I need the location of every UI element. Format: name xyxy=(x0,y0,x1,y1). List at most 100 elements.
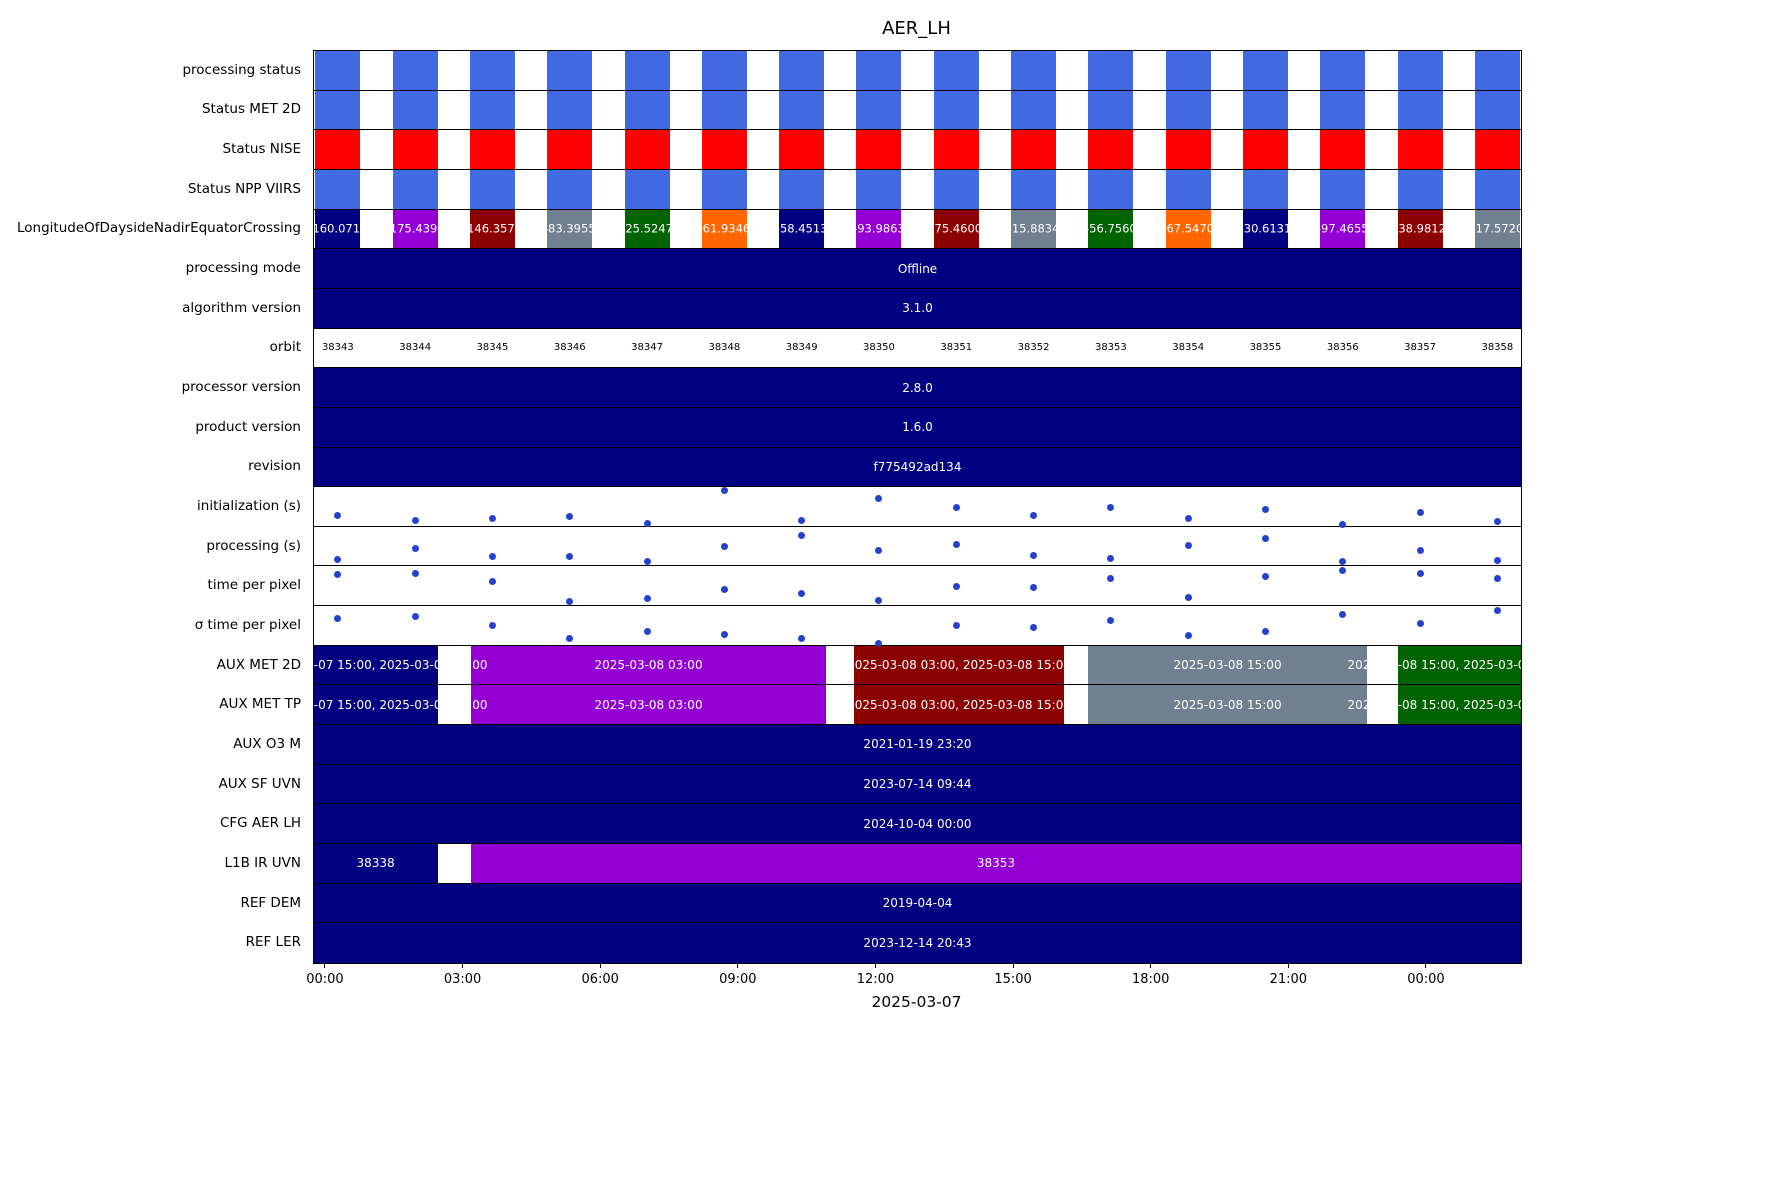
tick-label: 00:00 xyxy=(1407,972,1445,987)
scatter-dot xyxy=(1030,551,1038,559)
status-block xyxy=(933,130,979,169)
scatter-dot xyxy=(1184,593,1192,601)
scatter-dot xyxy=(643,627,651,635)
tick-mark xyxy=(462,963,464,968)
tick-mark xyxy=(599,963,601,968)
status-block xyxy=(1397,169,1443,209)
scatter-dot xyxy=(1107,504,1115,512)
plot-row: 2.8.0 xyxy=(314,368,1521,408)
x-axis-label: 2025-03-07 xyxy=(871,993,962,1011)
row-label-aux-sf-uvn: AUX SF UVN xyxy=(218,775,302,792)
row-label-ref-ler: REF LER xyxy=(245,934,301,951)
value-bar xyxy=(314,725,1521,764)
status-block xyxy=(1320,169,1366,209)
longitude-value: -56.7560 xyxy=(1085,221,1137,236)
scatter-dot xyxy=(1493,607,1501,615)
segment-text: 2025-03-08 15:00 xyxy=(1173,697,1282,712)
status-block xyxy=(1242,90,1288,130)
status-block xyxy=(1320,130,1366,169)
row-label-aux-o3-m: AUX O3 M xyxy=(233,735,301,752)
value-bar xyxy=(314,249,1521,288)
tick-mark xyxy=(1287,963,1289,968)
longitude-block xyxy=(701,209,747,249)
status-block xyxy=(469,51,515,90)
tick-label: 00:00 xyxy=(306,972,344,987)
row-label-processing-s-: processing (s) xyxy=(206,537,301,554)
scatter-dot xyxy=(798,589,806,597)
status-block xyxy=(1474,51,1520,90)
scatter-dot xyxy=(411,612,419,620)
segment-text: 2025-03-08 03:00, 2025-03-08 15:00 xyxy=(847,697,1071,712)
tick-label: 09:00 xyxy=(719,972,757,987)
status-block xyxy=(1165,51,1211,90)
longitude-block xyxy=(1320,209,1366,249)
row-label-processing-mode: processing mode xyxy=(185,260,301,277)
status-block xyxy=(1474,169,1520,209)
scatter-dot xyxy=(1184,632,1192,640)
scatter-dot xyxy=(566,513,574,521)
status-block xyxy=(469,90,515,130)
bar-text: 2024-10-04 00:00 xyxy=(863,816,972,831)
scatter-dot xyxy=(643,520,651,528)
plot-row: 2023-12-14 20:43 xyxy=(314,923,1521,963)
segment-bar xyxy=(471,685,826,725)
scatter-dot xyxy=(1493,518,1501,526)
tick-label: 15:00 xyxy=(994,972,1032,987)
tick-mark xyxy=(737,963,739,968)
orbit-number: 38355 xyxy=(1249,341,1282,353)
segment-bar xyxy=(1398,645,1521,685)
status-block xyxy=(547,130,593,169)
orbit-number: 38346 xyxy=(553,341,586,353)
status-block xyxy=(1088,90,1134,130)
scatter-dot xyxy=(334,512,342,520)
status-block xyxy=(624,90,670,130)
orbit-number: 38357 xyxy=(1404,341,1436,353)
plot-row: 38343 38344 38345 38346 38347 38348 38349 38350… xyxy=(314,329,1521,369)
bar-text: 1.6.0 xyxy=(902,420,933,435)
tick-label: 18:00 xyxy=(1131,972,1170,987)
scatter-dot xyxy=(875,547,883,555)
row-label-cfg-aer-lh: CFG AER LH xyxy=(219,815,301,832)
status-block xyxy=(856,90,902,130)
tick-label: 06:00 xyxy=(581,972,619,987)
status-block xyxy=(856,169,902,209)
longitude-block xyxy=(1165,209,1211,249)
plot-row xyxy=(314,486,1521,529)
longitude-block xyxy=(315,209,361,249)
longitude-block xyxy=(779,209,825,249)
longitude-block xyxy=(1011,209,1057,249)
status-block xyxy=(392,90,438,130)
row-label-initialization-s-: initialization (s) xyxy=(197,497,301,514)
scatter-dot xyxy=(1339,521,1347,529)
scatter-dot xyxy=(1030,583,1038,591)
plot-row: -160.0714 -175.4391 -146.3572 -83.3955 -25.5… xyxy=(314,209,1521,250)
status-block xyxy=(1088,169,1134,209)
orbit-number: 38349 xyxy=(785,341,818,353)
scatter-dot xyxy=(488,553,496,561)
plot-row: 2019-04-04 xyxy=(314,883,1521,924)
scatter-dot xyxy=(488,514,496,522)
scatter-dot xyxy=(720,486,728,494)
plot-row xyxy=(314,130,1521,170)
row-label-processor-version: processor version xyxy=(181,379,301,396)
tick-mark xyxy=(1012,963,1014,968)
scatter-dot xyxy=(1184,515,1192,523)
row-labels: processing status Status MET 2D Status NIS… xyxy=(0,50,307,962)
scatter-dot xyxy=(1339,610,1347,618)
scatter-dot xyxy=(1261,535,1269,543)
scatter-dot xyxy=(1416,570,1424,578)
segment-bar xyxy=(314,645,439,685)
plot-row: 2025-03-07 15:00, 2025-03-08 03:00 2025-0… xyxy=(313,685,1521,726)
row-label-status-nise: Status NISE xyxy=(222,141,302,158)
segment-text: 2025-03-07 15:00, 2025-03-08 03:00 xyxy=(313,658,488,673)
row-label-aux-met-2d: AUX MET 2D xyxy=(216,656,301,673)
scatter-dot xyxy=(1107,616,1115,624)
orbit-number: 38354 xyxy=(1172,341,1205,353)
scatter-dot xyxy=(1107,574,1115,582)
longitude-value: -83.3955 xyxy=(543,221,596,236)
status-block xyxy=(1165,169,1211,209)
tick-mark xyxy=(1150,963,1152,968)
scatter-dot xyxy=(720,543,728,551)
status-block xyxy=(1242,169,1288,209)
segment-text: 2025-03-07 15:00, 2025-03-08 03:00 xyxy=(313,697,488,712)
